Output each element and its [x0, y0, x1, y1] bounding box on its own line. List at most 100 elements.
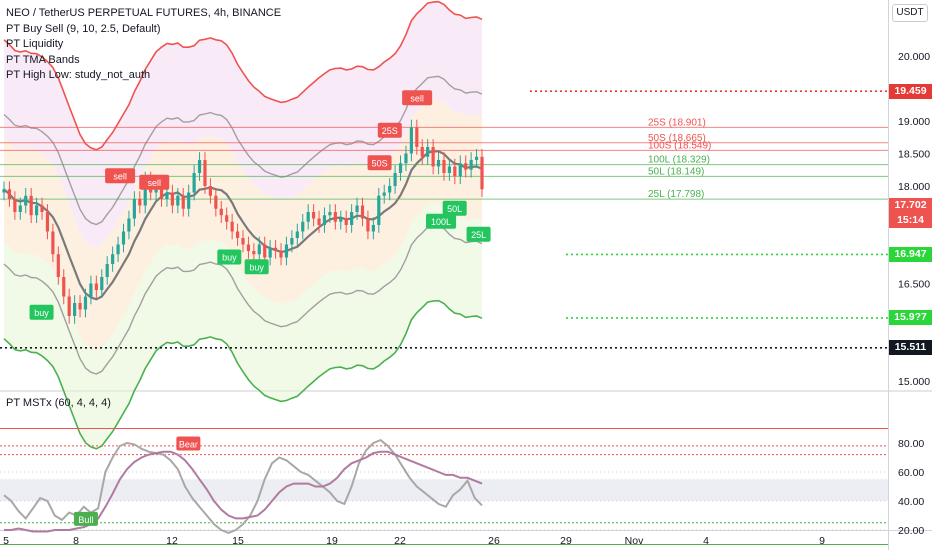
candle-body — [67, 296, 71, 316]
candle-body — [51, 231, 55, 255]
symbol-title[interactable]: NEO / TetherUS PERPETUAL FUTURES, 4h, BI… — [6, 7, 282, 19]
candle-body — [24, 195, 28, 206]
candle-body — [339, 218, 343, 222]
candle-body — [398, 163, 403, 173]
candle-body — [322, 215, 327, 225]
indicator-tma-bands[interactable]: PT TMA Bands — [6, 53, 80, 66]
candle-body — [235, 231, 240, 238]
candle-body — [290, 238, 294, 245]
signal-badge-2 — [139, 174, 170, 190]
candle-body — [111, 254, 115, 264]
candle-body — [13, 199, 17, 212]
candle-body — [143, 179, 147, 206]
candle-body — [409, 127, 413, 154]
osc-annotation-0 — [176, 436, 201, 451]
time-tick-8: Nov — [625, 535, 644, 547]
liquidity-level-label-0: 25S (18.901) — [648, 117, 706, 128]
price-tick-3: 18.500 — [898, 149, 930, 161]
time-tick-7: 29 — [560, 535, 572, 547]
oscillator-title[interactable]: PT MSTx (60, 4, 4, 4) — [6, 397, 111, 409]
candle-body — [404, 153, 408, 164]
indicator-buy-sell[interactable]: PT Buy Sell (9, 10, 2.5, Default) — [6, 22, 161, 35]
candle-body — [192, 173, 196, 193]
time-tick-3: 15 — [232, 535, 244, 547]
candle-body — [480, 156, 484, 190]
candle-body — [301, 221, 305, 232]
osc-tick-3: 20.00 — [898, 525, 924, 537]
signal-badge-10 — [466, 226, 491, 242]
time-tick-9: 4 — [703, 535, 709, 547]
signal-badge-5 — [367, 155, 392, 171]
candle-body — [263, 244, 267, 258]
time-tick-4: 19 — [326, 535, 338, 547]
liquidity-level-label-3: 100L (18.329) — [648, 155, 710, 166]
candle-body — [219, 208, 223, 216]
liquidity-level-label-4: 50L (18.149) — [648, 166, 704, 177]
liquidity-level-label-1: 50S (18.665) — [648, 133, 706, 144]
candle-body — [7, 189, 12, 199]
osc-annotation-1 — [73, 511, 98, 526]
candle-body — [78, 303, 82, 310]
candle-body — [62, 277, 66, 297]
time-tick-10: 9 — [819, 535, 825, 547]
price-box-3: 16.947 — [889, 246, 932, 262]
signal-label-7: sell — [410, 93, 424, 103]
candle-body — [132, 199, 136, 219]
osc-series-0 — [3, 438, 483, 534]
time-tick-6: 26 — [488, 535, 500, 547]
currency-button[interactable]: USDT — [892, 4, 928, 22]
time-tick-0: 5 — [3, 535, 9, 547]
signal-badge-8 — [426, 213, 457, 229]
signal-label-10: 25L — [471, 230, 486, 240]
candle-body — [355, 205, 359, 212]
candle-body — [284, 244, 289, 258]
osc-tick-1: 60.00 — [898, 467, 924, 479]
price-box-2: 15:14 — [889, 212, 932, 228]
tma-upper-zone — [4, 1, 482, 248]
candle-body — [94, 283, 98, 290]
candle-body — [464, 163, 468, 170]
candle-body — [83, 296, 88, 310]
indicator-high-low[interactable]: PT High Low: study_not_auth — [6, 69, 151, 81]
time-tick-2: 12 — [166, 535, 178, 547]
signal-label-9: 50L — [447, 204, 462, 214]
price-tick-0: 20.000 — [898, 51, 930, 63]
candle-body — [176, 195, 180, 206]
tma-inner-lower-line — [3, 225, 483, 375]
osc-annotation-label-0: Bear — [179, 439, 198, 449]
signal-label-6: 25S — [382, 126, 398, 136]
signal-badge-3 — [217, 249, 242, 265]
time-tick-5: 22 — [394, 535, 406, 547]
osc-tick-0: 80.00 — [898, 438, 924, 450]
indicator-liquidity[interactable]: PT Liquidity — [6, 38, 64, 50]
candle-body — [45, 212, 50, 232]
candle-body — [366, 218, 370, 232]
candle-body — [360, 205, 365, 219]
tma-outer-lower-line — [3, 299, 483, 450]
price-tick-4: 18.000 — [898, 181, 930, 193]
candle-body — [100, 277, 104, 290]
candle-body — [18, 205, 22, 212]
candle-body — [447, 166, 452, 173]
price-box-5: 15.511 — [889, 340, 932, 356]
candle-body — [469, 160, 473, 170]
candle-body — [225, 215, 229, 222]
candle-body — [241, 238, 245, 245]
osc-neutral-band — [0, 479, 888, 501]
signal-badge-6 — [377, 122, 402, 138]
candle-body — [170, 192, 174, 206]
candle-body — [89, 283, 93, 297]
candle-body — [127, 218, 131, 232]
osc-series-1 — [4, 450, 483, 533]
candle-body — [458, 163, 462, 177]
signal-badge-0 — [29, 304, 54, 320]
osc-annotation-label-1: Bull — [78, 515, 93, 525]
candle-body — [268, 247, 272, 258]
tma-lower-zone — [4, 203, 482, 449]
candle-body — [105, 264, 109, 277]
signal-label-4: buy — [249, 262, 264, 272]
price-box-1: 17.702 — [889, 197, 932, 213]
chart-legend: NEO / TetherUS PERPETUAL FUTURES, 4h, BI… — [6, 6, 281, 84]
candle-body — [257, 244, 261, 255]
